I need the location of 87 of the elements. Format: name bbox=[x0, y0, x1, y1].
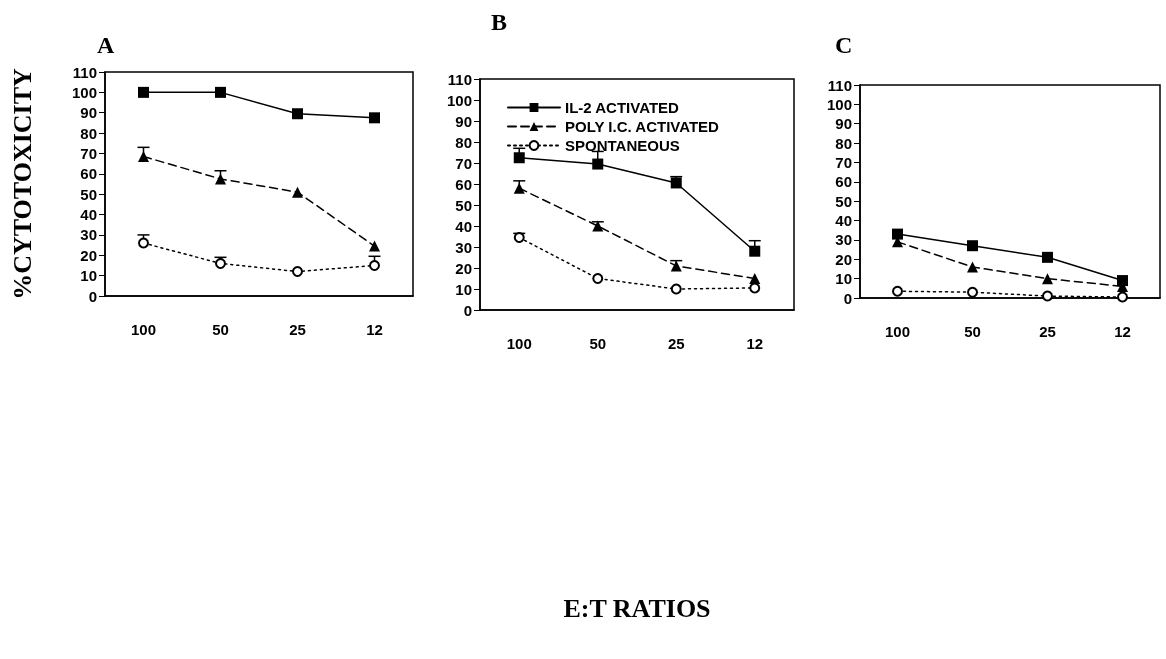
point bbox=[138, 151, 149, 163]
point bbox=[1117, 291, 1128, 303]
y-tick-label: 10 bbox=[835, 270, 852, 288]
y-tick-label: 110 bbox=[447, 70, 472, 88]
chart-title: A bbox=[97, 32, 115, 58]
point bbox=[1042, 273, 1053, 285]
x-tick-label: 25 bbox=[667, 335, 685, 352]
x-tick-label: 12 bbox=[366, 321, 383, 338]
point bbox=[592, 220, 604, 232]
point bbox=[592, 273, 604, 284]
y-tick-label: 110 bbox=[72, 63, 97, 81]
legend-label: POLY I.C. ACTIVATED bbox=[565, 118, 720, 135]
point bbox=[215, 173, 226, 185]
legend-label: IL-2 ACTIVATED bbox=[565, 99, 680, 116]
y-tick-label: 100 bbox=[826, 95, 852, 113]
point bbox=[967, 240, 978, 252]
y-tick-label: 80 bbox=[835, 134, 852, 152]
point bbox=[369, 259, 380, 271]
point bbox=[670, 260, 682, 272]
x-tick-label: 12 bbox=[1114, 323, 1131, 340]
x-tick-label: 25 bbox=[1039, 323, 1056, 340]
y-tick-label: 50 bbox=[80, 185, 97, 203]
chart-title: B bbox=[491, 9, 508, 35]
y-tick-label: 0 bbox=[88, 287, 97, 305]
point bbox=[892, 228, 903, 240]
point bbox=[292, 108, 303, 120]
y-tick-label: 10 bbox=[80, 267, 97, 285]
x-axis-title: E:T RATIOS bbox=[563, 593, 711, 623]
y-tick-label: 50 bbox=[455, 196, 472, 214]
y-tick-label: 100 bbox=[446, 91, 472, 109]
point bbox=[670, 283, 682, 295]
y-axis-title: %CYTOTOXICITY bbox=[7, 67, 37, 300]
y-tick-label: 60 bbox=[80, 165, 97, 183]
y-tick-label: 10 bbox=[455, 280, 472, 298]
x-tick-label: 100 bbox=[506, 335, 532, 352]
chart-title: C bbox=[835, 32, 853, 58]
x-tick-label: 100 bbox=[130, 321, 157, 338]
y-tick-label: 0 bbox=[843, 289, 852, 307]
point bbox=[592, 158, 604, 170]
point bbox=[369, 240, 380, 252]
y-tick-label: 90 bbox=[80, 104, 97, 122]
x-tick-label: 100 bbox=[884, 323, 911, 340]
y-tick-label: 30 bbox=[455, 238, 472, 256]
y-tick-label: 0 bbox=[463, 301, 472, 319]
legend-label: SPONTANEOUS bbox=[565, 137, 680, 154]
y-tick-label: 30 bbox=[835, 231, 852, 249]
point bbox=[513, 182, 525, 194]
point bbox=[215, 257, 226, 269]
y-tick-label: 50 bbox=[835, 192, 852, 210]
y-tick-label: 90 bbox=[455, 112, 472, 130]
y-tick-label: 60 bbox=[835, 173, 852, 191]
point bbox=[215, 86, 226, 98]
x-tick-label: 50 bbox=[589, 335, 607, 352]
y-tick-label: 80 bbox=[80, 124, 97, 142]
x-tick-label: 50 bbox=[212, 321, 229, 338]
y-tick-label: 100 bbox=[71, 83, 97, 101]
y-tick-label: 110 bbox=[827, 76, 852, 94]
y-tick-label: 70 bbox=[835, 153, 852, 171]
y-tick-label: 70 bbox=[455, 154, 472, 172]
y-tick-label: 40 bbox=[80, 206, 97, 224]
y-tick-label: 20 bbox=[455, 259, 472, 277]
x-tick-label: 50 bbox=[964, 323, 981, 340]
point bbox=[513, 152, 525, 164]
point bbox=[138, 86, 149, 98]
x-tick-label: 12 bbox=[746, 335, 764, 352]
y-tick-label: 40 bbox=[835, 212, 852, 230]
point bbox=[892, 285, 903, 297]
y-tick-label: 30 bbox=[80, 226, 97, 244]
y-tick-label: 90 bbox=[835, 115, 852, 133]
point bbox=[749, 245, 761, 257]
y-tick-label: 70 bbox=[80, 144, 97, 162]
point bbox=[138, 237, 149, 249]
y-tick-label: 40 bbox=[455, 217, 472, 235]
point bbox=[967, 261, 978, 273]
point bbox=[670, 177, 682, 189]
point bbox=[513, 232, 525, 244]
point bbox=[967, 286, 978, 298]
point bbox=[292, 186, 303, 198]
point bbox=[1042, 251, 1053, 263]
x-tick-label: 25 bbox=[289, 321, 306, 338]
y-tick-label: 20 bbox=[80, 246, 97, 264]
point bbox=[369, 112, 380, 124]
y-tick-label: 60 bbox=[455, 175, 472, 193]
point bbox=[292, 266, 303, 278]
y-tick-label: 80 bbox=[455, 133, 472, 151]
point bbox=[1042, 290, 1053, 302]
y-tick-label: 20 bbox=[835, 250, 852, 268]
